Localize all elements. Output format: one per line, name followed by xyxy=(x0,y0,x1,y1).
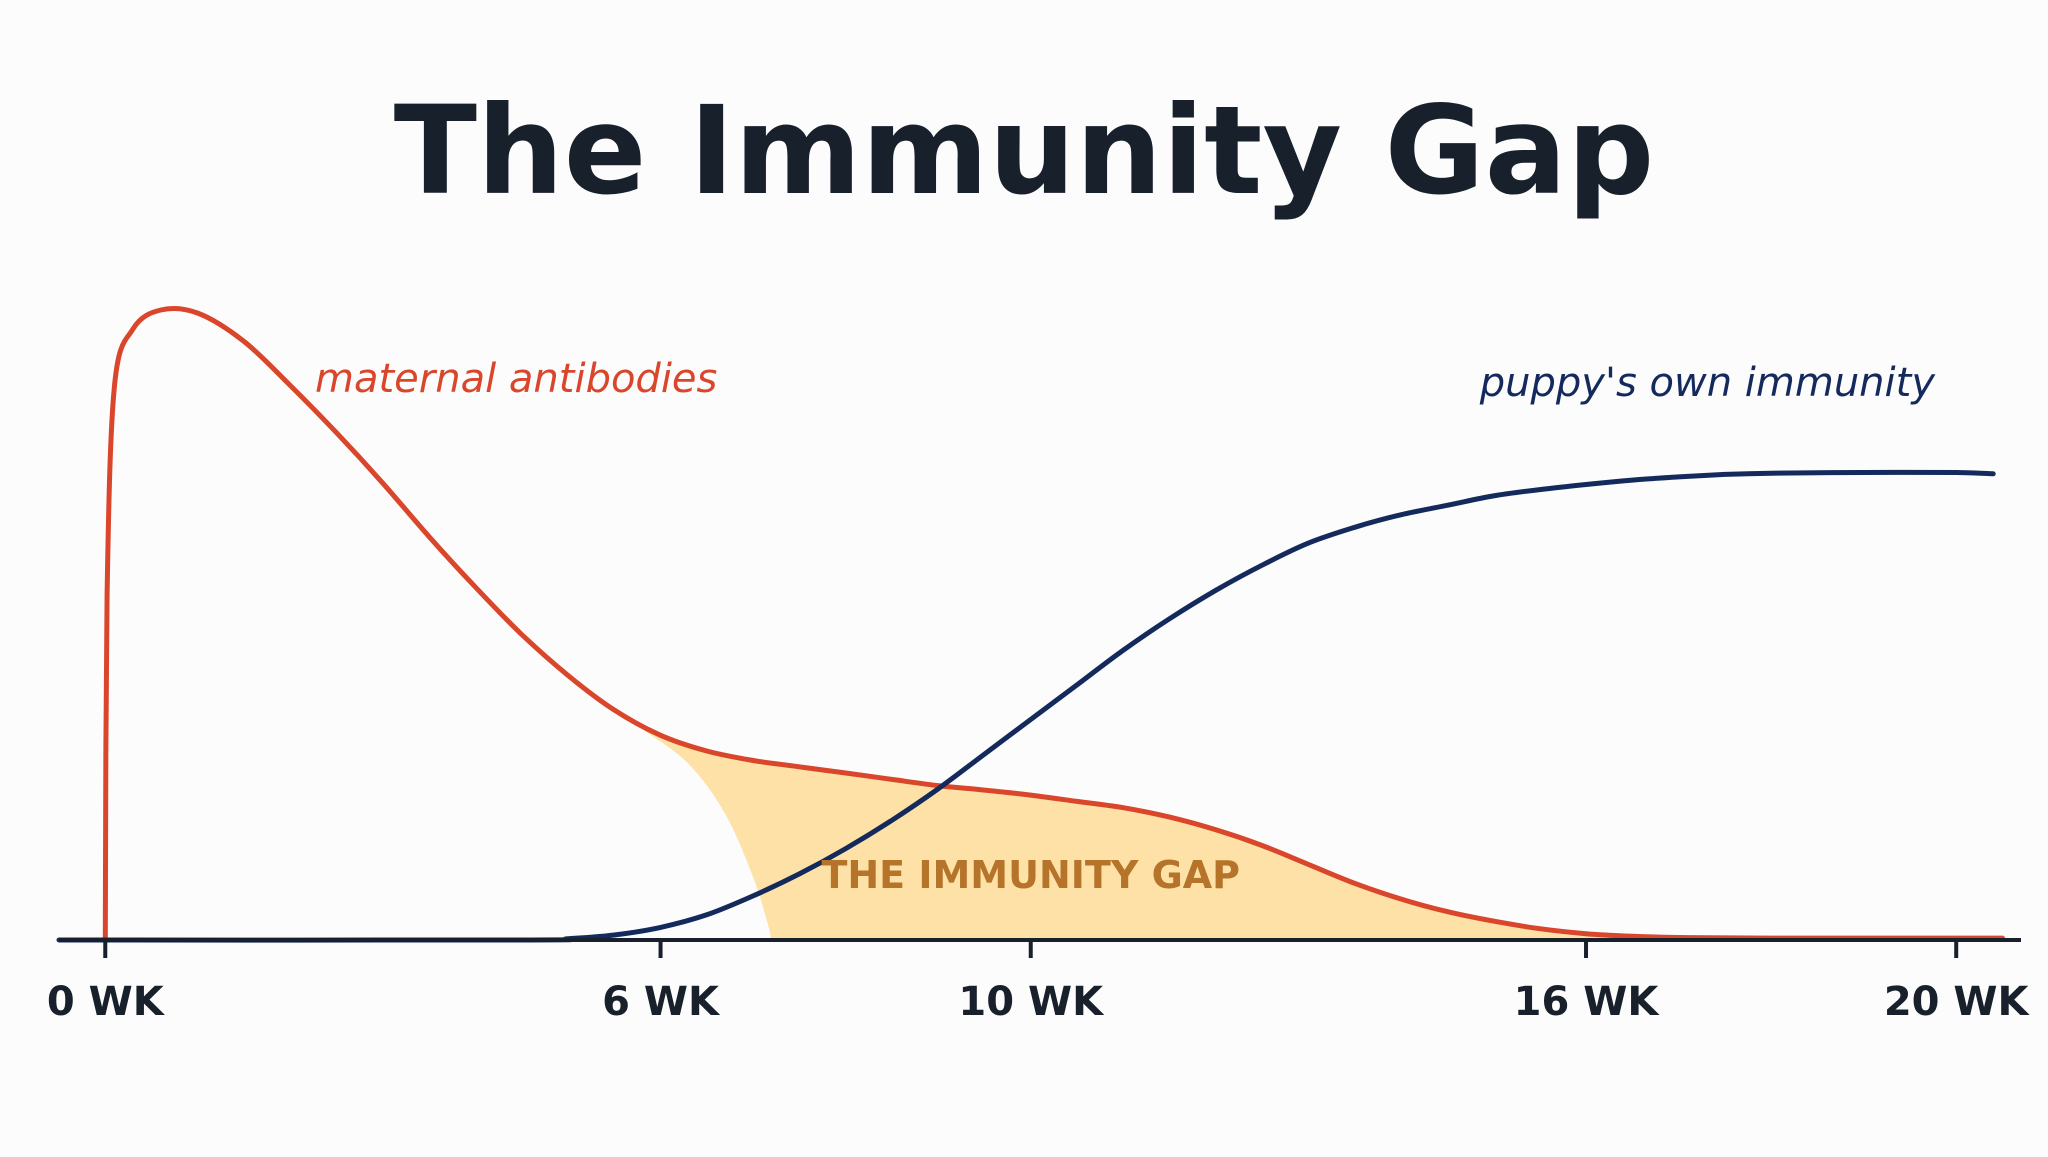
series-label-puppy-own-immunity: puppy's own immunity xyxy=(1479,360,1937,406)
chart-title: The Immunity Gap xyxy=(394,80,1655,222)
x-tick-label: 20 WK xyxy=(1884,979,2031,1025)
series-line-puppy-own-immunity xyxy=(56,469,1996,943)
x-tick-label: 16 WK xyxy=(1514,979,1661,1025)
x-tick-label: 6 WK xyxy=(602,979,721,1025)
x-tick-label: 10 WK xyxy=(958,979,1105,1025)
series-label-maternal-antibodies: maternal antibodies xyxy=(315,356,717,402)
immunity-gap-region xyxy=(642,729,2003,940)
plot-area: 0 WK 6 WK 10 WK 16 WK 20 WK maternal antibodi… xyxy=(47,305,2031,1025)
series-line-maternal-antibodies xyxy=(102,305,2005,943)
immunity-gap-label: THE IMMUNITY GAP xyxy=(821,853,1240,897)
x-tick-label: 0 WK xyxy=(47,979,166,1025)
